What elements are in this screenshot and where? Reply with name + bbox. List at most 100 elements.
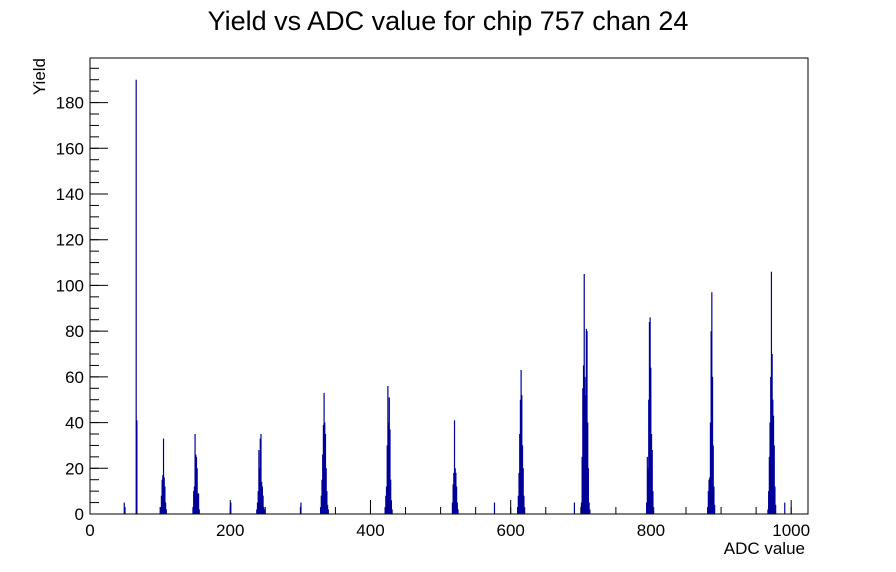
- bar: [257, 491, 259, 514]
- bar: [648, 322, 651, 514]
- bar: [453, 472, 455, 514]
- bar: [714, 504, 716, 514]
- bar: [650, 434, 653, 514]
- bar: [194, 434, 196, 514]
- bar: [651, 450, 653, 514]
- bar: [582, 365, 585, 514]
- x-tick-label: 800: [637, 521, 665, 540]
- bar: [650, 367, 652, 514]
- bar: [162, 438, 165, 514]
- bar: [772, 415, 775, 514]
- bar: [388, 397, 390, 514]
- y-tick-label: 160: [56, 139, 84, 158]
- bar: [319, 507, 322, 514]
- y-tick-label: 100: [56, 276, 84, 295]
- bar: [197, 493, 199, 514]
- bar: [385, 495, 387, 514]
- bar: [587, 468, 590, 514]
- bar: [784, 502, 786, 514]
- bar: [385, 486, 388, 514]
- bar: [649, 317, 651, 514]
- x-tick-label: 600: [497, 521, 525, 540]
- bar: [707, 491, 709, 514]
- bar: [647, 468, 649, 514]
- bar: [646, 456, 648, 514]
- bar: [300, 502, 302, 514]
- bar: [585, 395, 587, 514]
- bar: [387, 386, 389, 514]
- bar: [391, 509, 393, 514]
- bar: [774, 486, 776, 514]
- bar: [456, 486, 458, 514]
- bar: [390, 500, 393, 514]
- y-tick-label: 120: [56, 231, 84, 250]
- bar: [230, 502, 232, 514]
- bar: [587, 422, 589, 514]
- bar: [324, 422, 326, 514]
- bar: [768, 456, 770, 514]
- bar: [589, 509, 591, 514]
- bar: [521, 445, 524, 514]
- bar: [585, 328, 587, 514]
- bar: [165, 509, 167, 514]
- bar: [648, 399, 650, 514]
- bar: [261, 482, 263, 514]
- bar: [454, 468, 456, 514]
- bar: [582, 388, 584, 514]
- x-tick-label: 400: [356, 521, 384, 540]
- bar: [713, 486, 715, 514]
- bar: [197, 493, 200, 514]
- bar: [256, 502, 259, 514]
- bar: [195, 456, 198, 514]
- bar: [772, 399, 774, 514]
- bar: [588, 502, 590, 514]
- bar: [321, 479, 323, 514]
- bar: [770, 271, 773, 514]
- bar: [452, 484, 454, 514]
- bar: [711, 376, 714, 514]
- bar: [520, 370, 522, 514]
- bar: [712, 445, 714, 514]
- bar: [493, 502, 496, 514]
- bar: [770, 376, 772, 514]
- bar: [193, 491, 195, 514]
- bar: [258, 468, 261, 514]
- y-tick-label: 0: [75, 505, 84, 524]
- bar: [320, 495, 322, 514]
- bar: [389, 429, 391, 514]
- bar: [519, 434, 521, 514]
- bar: [387, 422, 390, 514]
- bar: [386, 445, 388, 514]
- y-tick-label: 180: [56, 94, 84, 113]
- bar: [771, 354, 773, 514]
- bar: [707, 507, 709, 514]
- bar: [710, 331, 712, 514]
- bar: [196, 468, 198, 514]
- bar: [193, 486, 195, 514]
- bar: [521, 395, 523, 514]
- bar: [517, 507, 519, 514]
- chart-title: Yield vs ADC value for chip 757 chan 24: [208, 6, 689, 36]
- bar: [709, 477, 711, 514]
- x-tick-label: 200: [216, 521, 244, 540]
- bar: [192, 507, 194, 514]
- bar: [263, 507, 265, 514]
- bar: [160, 507, 162, 514]
- bar: [322, 454, 324, 514]
- bar: [455, 472, 457, 514]
- bar: [646, 502, 648, 514]
- bar: [517, 495, 519, 514]
- x-tick-label: 0: [85, 521, 94, 540]
- bar: [451, 502, 454, 514]
- x-axis-label: ADC value: [724, 539, 805, 558]
- bar: [523, 495, 525, 514]
- bar: [768, 491, 770, 514]
- y-tick-label: 140: [56, 185, 84, 204]
- bar: [261, 486, 263, 514]
- bar: [456, 502, 458, 514]
- bar: [708, 479, 710, 514]
- bar: [773, 445, 775, 514]
- bar: [584, 376, 586, 514]
- bar: [161, 479, 163, 514]
